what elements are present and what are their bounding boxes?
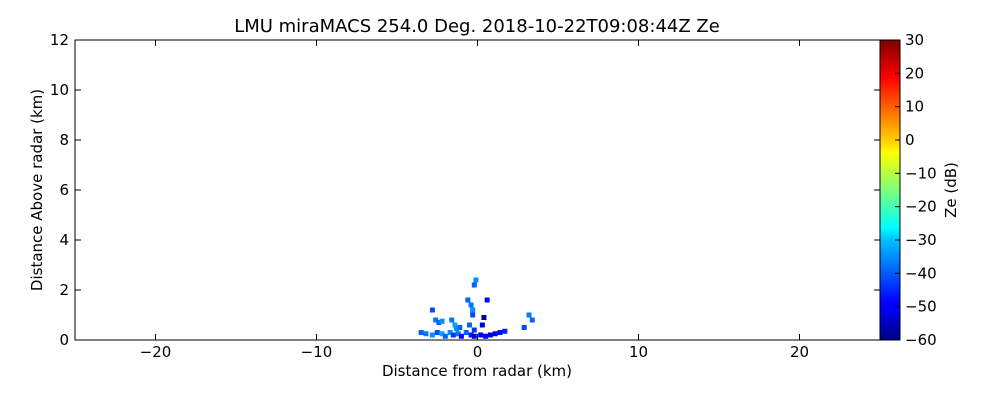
x-tick-label: 20	[790, 343, 809, 361]
x-tick-label: 10	[629, 343, 648, 361]
radar-echo-point	[458, 333, 464, 339]
radar-echo-point	[484, 297, 490, 303]
radar-echo-point	[471, 327, 477, 333]
radar-echo-point	[449, 317, 455, 323]
radar-echo-point	[450, 332, 456, 338]
radar-echo-point	[468, 332, 474, 338]
radar-echo-point	[465, 297, 471, 303]
colorbar-label: Ze (dB)	[942, 162, 960, 218]
colorbar-axis: −60 −50 −40 −30 −20 −10 0 10 20 30	[895, 31, 937, 349]
x-axis: −20 −10 0 10 20	[140, 40, 809, 361]
y-tick-label: 6	[59, 181, 69, 199]
radar-echo-point	[447, 330, 453, 335]
radar-echo-point	[481, 315, 487, 320]
colorbar-tick-label: 30	[905, 31, 924, 49]
x-tick-label: 0	[473, 343, 483, 361]
radar-echo-point	[466, 322, 472, 328]
colorbar-tick-label: −30	[905, 231, 937, 249]
radar-echo-point	[502, 328, 508, 334]
radar-echo-point	[439, 331, 445, 337]
radar-echo-point	[436, 320, 442, 325]
plot-area	[74, 39, 881, 341]
x-axis-label: Distance from radar (km)	[382, 362, 572, 380]
y-tick-label: 8	[59, 131, 69, 149]
radar-echo-point	[470, 307, 476, 313]
chart-title: LMU miraMACS 254.0 Deg. 2018-10-22T09:08…	[234, 16, 720, 37]
radar-echo-point	[452, 322, 458, 328]
radar-echo-point	[457, 325, 463, 330]
colorbar-tick-label: −50	[905, 298, 937, 316]
radar-echo-point	[471, 282, 477, 288]
radar-echo-point	[479, 322, 485, 328]
radar-echo-point	[521, 325, 527, 330]
colorbar-tick-label: −10	[905, 164, 937, 182]
radar-echo-point	[418, 330, 424, 335]
y-axis-label: Distance Above radar (km)	[28, 89, 46, 291]
radar-echo-point	[487, 332, 493, 338]
colorbar	[879, 39, 901, 341]
colorbar-tick-label: 10	[905, 98, 924, 116]
radar-echo-point	[429, 307, 435, 313]
y-axis: 0 2 4 6 8 10 12	[50, 31, 880, 349]
y-tick-label: 10	[50, 81, 69, 99]
x-tick-label: −20	[140, 343, 172, 361]
radar-echo-point	[483, 333, 489, 339]
colorbar-tick-label: 0	[905, 131, 915, 149]
x-tick-label: −10	[301, 343, 333, 361]
radar-echo-point	[454, 326, 460, 332]
radar-echo-point	[478, 332, 484, 338]
radar-echo-layer	[418, 277, 535, 339]
radar-echo-point	[434, 330, 440, 335]
colorbar-tick-label: −40	[905, 264, 937, 282]
y-tick-label: 4	[59, 231, 69, 249]
radar-echo-point	[429, 332, 435, 338]
radar-echo-point	[471, 333, 477, 339]
radar-echo-point	[529, 317, 535, 323]
y-tick-label: 2	[59, 281, 69, 299]
radar-echo-point	[455, 331, 461, 337]
y-tick-label: 12	[50, 31, 69, 49]
colorbar-tick-label: 20	[905, 64, 924, 82]
radar-echo-point	[468, 302, 474, 308]
radar-echo-point	[526, 312, 532, 318]
radar-echo-point	[463, 330, 469, 335]
radar-echo-point	[442, 333, 448, 339]
radar-echo-point	[433, 317, 439, 323]
y-tick-label: 0	[59, 331, 69, 349]
colorbar-tick-label: −20	[905, 198, 937, 216]
radar-echo-point	[473, 277, 479, 283]
radar-echo-point	[497, 330, 503, 335]
radar-echo-point	[492, 331, 498, 337]
colorbar-tick-label: −60	[905, 331, 937, 349]
radar-echo-point	[439, 318, 445, 324]
radar-echo-point	[423, 331, 429, 337]
radar-echo-point	[470, 312, 476, 318]
